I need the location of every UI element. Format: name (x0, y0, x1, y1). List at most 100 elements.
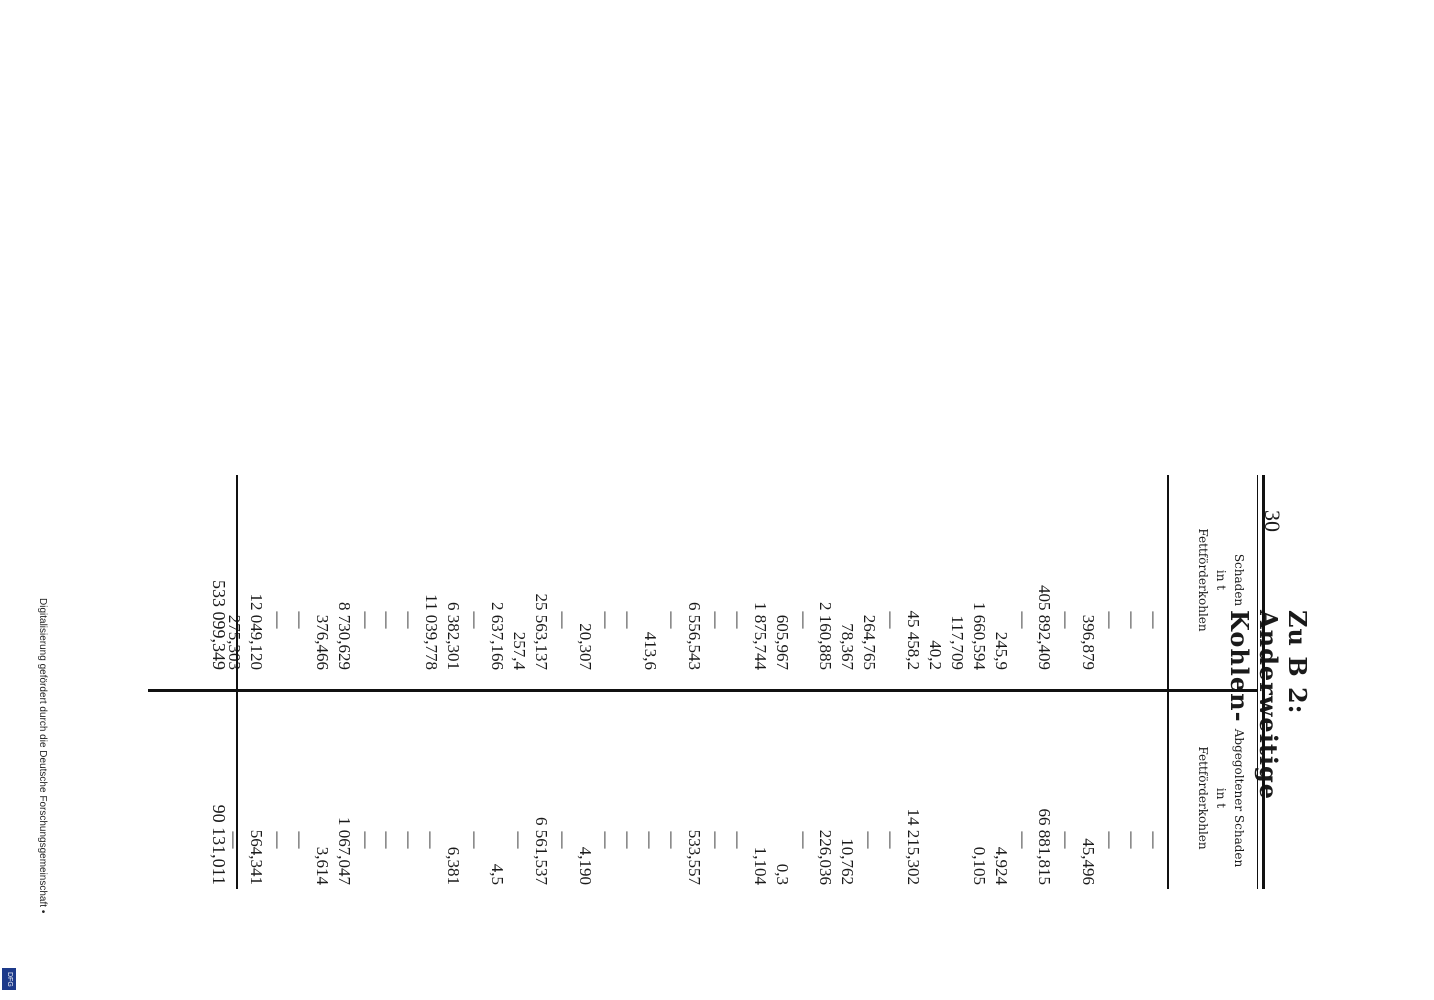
table-cell-value: 12 049,120 (247, 593, 267, 671)
table-cell-dash: — (269, 831, 288, 849)
table-cell-value: 6 556,543 (685, 602, 705, 670)
table-cell-dash: — (597, 831, 617, 849)
table-cell-dash: — (553, 831, 573, 849)
column-separator (148, 689, 1258, 692)
table-cell-dash: — (1013, 611, 1033, 629)
table-cell-value: 6 382,301 (444, 602, 464, 670)
dfg-logo: DFG (2, 968, 16, 990)
table-top-rule (1262, 475, 1265, 889)
table-cell-dash: — (356, 831, 376, 849)
header-rule (1167, 475, 1169, 889)
table-cell-value: 66 881,815 (1035, 808, 1055, 886)
table-cell-value: 2 637,166 (488, 602, 507, 670)
table-cell-value: 4,5 (488, 863, 507, 885)
table-cell-value: 45,496 (1079, 838, 1099, 885)
table-cell-value: 405 892,409 (1035, 585, 1055, 670)
table-cell-dash: — (400, 611, 420, 629)
table-cell-dash: — (1145, 611, 1164, 629)
table-cell-value: 8 730,629 (334, 602, 354, 670)
total-right: 90 131,011 (209, 804, 229, 885)
table-cell-value: 4,190 (575, 846, 595, 885)
table-cell-value: 4,924 (991, 846, 1011, 885)
table-cell-dash: — (290, 611, 310, 629)
table-cell-dash: — (553, 611, 573, 629)
column-header-left: Schaden in t Fettförderkohlen (1194, 480, 1248, 680)
total-rule (236, 475, 238, 889)
table-cell-value: 1 067,047 (334, 817, 354, 885)
table-cell-value: 40,2 (926, 640, 945, 670)
rotated-page: 30 Zu B 2: Anderweitige Kohlen- Schaden … (130, 470, 1312, 910)
table-cell-dash: — (290, 831, 310, 849)
table-cell-dash: — (619, 831, 639, 849)
table-cell-value: 20,307 (575, 623, 595, 670)
table-cell-dash: — (707, 831, 726, 849)
table-cell-dash: — (378, 831, 398, 849)
digitization-note: Digitalisierung gefördert durch die Deut… (37, 598, 48, 914)
table-cell-value: 413,6 (641, 631, 661, 670)
table-top-rule-thin (1257, 475, 1258, 889)
column-header-line: Schaden (1232, 553, 1246, 607)
table-cell-dash: — (422, 831, 442, 849)
table-cell-value: 1,104 (750, 846, 770, 885)
table-cell-value: 6 561,537 (531, 817, 551, 885)
table-cell-dash: — (882, 611, 902, 629)
table-cell-dash: — (860, 831, 880, 849)
table-cell-value: 1 660,594 (969, 602, 989, 670)
table-cell-dash: — (1057, 611, 1077, 629)
table-cell-dash: — (378, 611, 398, 629)
column-header-line: Abgegoltener Schaden (1232, 728, 1246, 868)
table-cell-value: 1 875,744 (750, 602, 770, 670)
table-cell-value: 245,9 (991, 631, 1011, 670)
table-cell-value: 0,105 (969, 846, 989, 885)
table-cell-dash: — (1123, 831, 1143, 849)
table-cell-value: 533,557 (685, 829, 705, 885)
table-cell-dash: — (597, 611, 617, 629)
table-cell-dash: — (641, 831, 661, 849)
table-cell-dash: — (882, 831, 902, 849)
column-header-line: in t (1214, 787, 1228, 809)
total-left: 533 099,349 (209, 580, 229, 670)
table-cell-dash: — (1101, 611, 1121, 629)
column-header-line: in t (1214, 569, 1228, 591)
table-cell-value: 11 039,778 (422, 594, 442, 670)
column-header-right: Abgegoltener Schaden in t Fettförderkohl… (1194, 698, 1248, 898)
table-cell-value: 396,879 (1079, 614, 1099, 670)
column-header-line: Fettförderkohlen (1196, 746, 1210, 850)
table-cell-value: 264,765 (860, 614, 880, 670)
table-cell-value: 10,762 (838, 838, 858, 885)
table-cell-value: 2 160,885 (816, 602, 836, 670)
table-cell-value: 226,036 (816, 829, 836, 885)
table-cell-value: 605,967 (772, 614, 792, 670)
table-cell-dash: — (1101, 831, 1121, 849)
table-cell-value: 117,709 (947, 615, 967, 670)
table-cell-dash: — (707, 611, 726, 629)
table-cell-dash: — (466, 831, 486, 849)
table-cell-value: 6,381 (444, 846, 464, 885)
table-cell-dash: — (269, 611, 288, 629)
table-cell-dash: — (794, 611, 814, 629)
table-cell-dash: — (728, 831, 748, 849)
table-cell-value: 25 563,137 (531, 593, 551, 671)
table-cell-dash: — (466, 611, 486, 629)
table-cell-dash: — (400, 831, 420, 849)
table-cell-dash: — (1057, 831, 1077, 849)
table-cell-dash: — (663, 831, 683, 849)
column-header-line: Fettförderkohlen (1196, 528, 1210, 632)
table-cell-dash: — (728, 611, 748, 629)
table-cell-value: 14 215,302 (904, 808, 924, 886)
table-cell-value: 78,367 (838, 623, 858, 670)
table-cell-dash: — (794, 831, 814, 849)
table-cell-value: 257,4 (509, 631, 529, 670)
table-cell-dash: — (619, 611, 639, 629)
table-cell-dash: — (663, 611, 683, 629)
table-cell-dash: — (1145, 831, 1164, 849)
table-cell-dash: — (1123, 611, 1143, 629)
table-cell-value: 0,3 (772, 863, 792, 885)
table-cell-value: 376,466 (312, 614, 332, 670)
table-cell-value: 3,614 (312, 846, 332, 885)
table-cell-value: 45 458,2 (904, 610, 924, 671)
table-cell-value: 564,341 (247, 829, 267, 885)
table-cell-dash: — (1013, 831, 1033, 849)
table-cell-dash: — (356, 611, 376, 629)
table-cell-dash: — (509, 831, 529, 849)
